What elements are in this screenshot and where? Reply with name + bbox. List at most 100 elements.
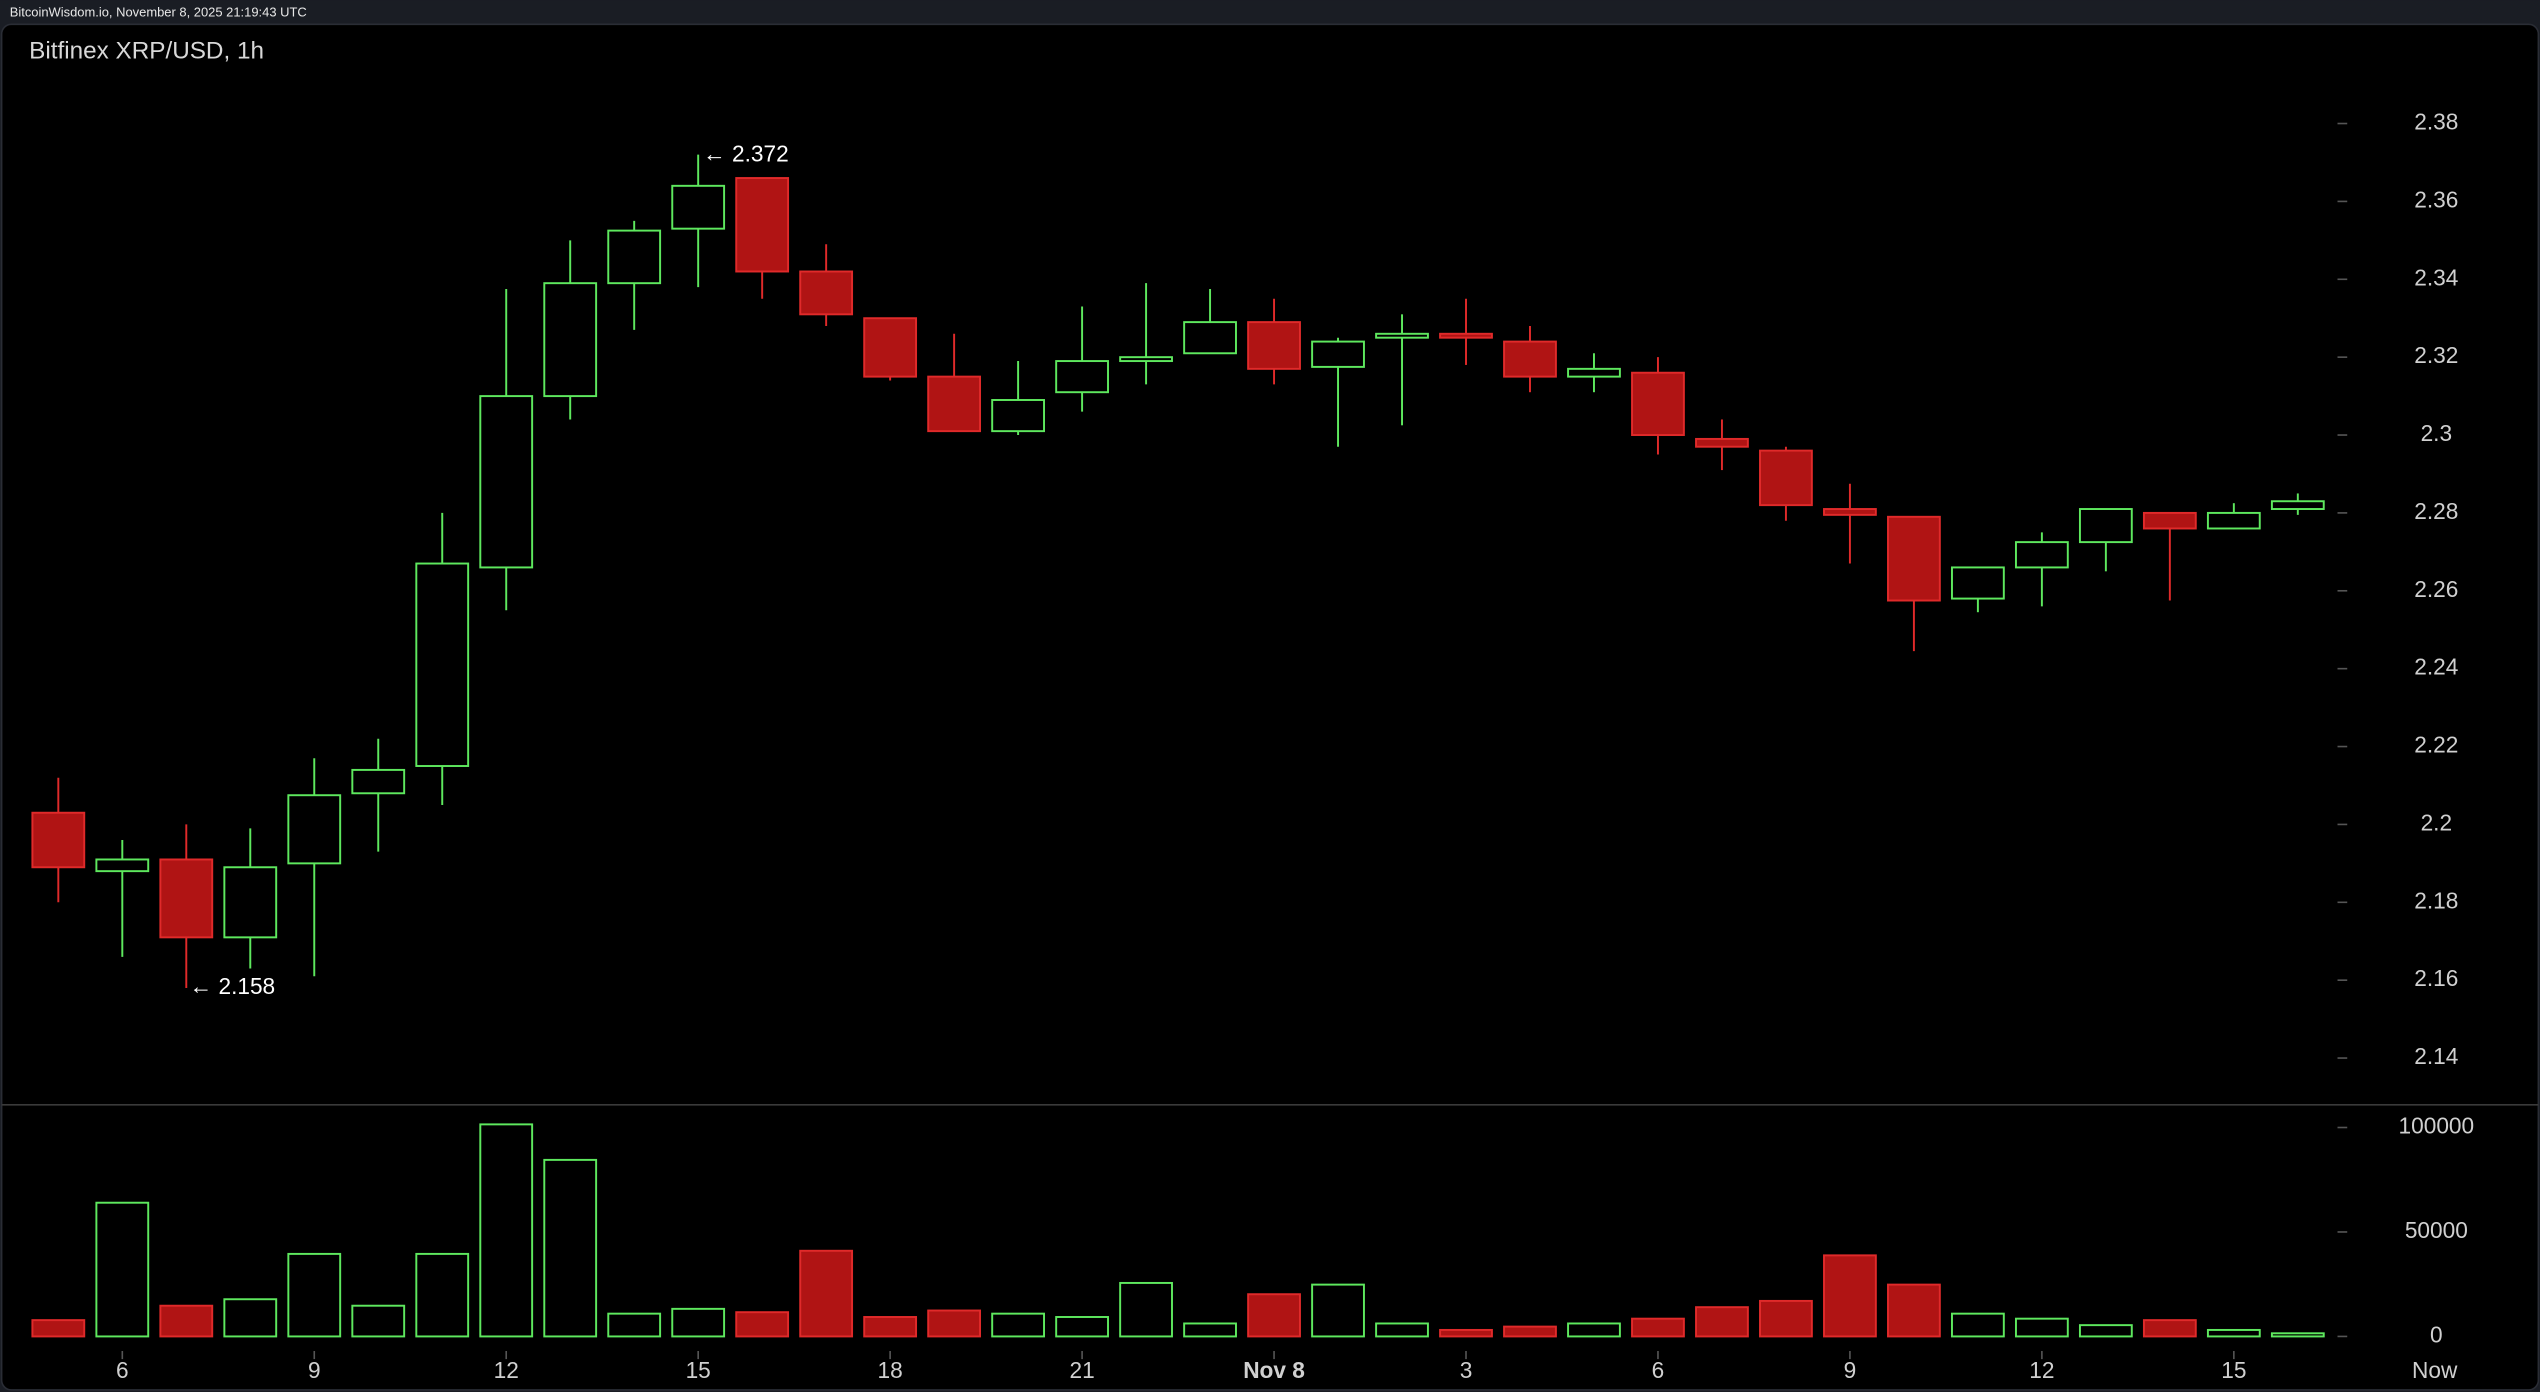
y-tick-label: 2.24 (2414, 654, 2458, 680)
y-tick-label: 2.22 (2414, 732, 2458, 758)
volume-bar (1695, 1306, 1749, 1338)
x-tick-label: 18 (878, 1357, 903, 1383)
candle-body (1631, 371, 1685, 437)
candle-body (31, 811, 86, 869)
candle-body (2206, 511, 2261, 530)
candle-body (2078, 508, 2133, 544)
candle-body (927, 375, 982, 433)
volume-bar (543, 1158, 598, 1338)
candle-body (1823, 508, 1877, 516)
volume-tick-label: 0 (2430, 1321, 2443, 1347)
volume-bar (1183, 1322, 1237, 1338)
volume-bar (2206, 1328, 2261, 1338)
volume-bar (95, 1201, 150, 1338)
x-tick-label: 3 (1460, 1357, 1473, 1383)
volume-bar (223, 1298, 278, 1338)
volume-tick-label: 50000 (2405, 1217, 2468, 1243)
candle-body (863, 317, 918, 378)
candle-body (1311, 340, 1365, 368)
candle-body (1119, 356, 1173, 363)
x-tick-label: 15 (686, 1357, 711, 1383)
candle-body (2014, 541, 2069, 569)
y-tick-label: 2.26 (2414, 576, 2458, 602)
x-tick-label: 12 (2029, 1357, 2054, 1383)
y-tick-label: 2.18 (2414, 887, 2458, 913)
y-tick-label: 2.2 (2421, 809, 2453, 835)
volume-bar (287, 1252, 342, 1338)
volume-bar (1823, 1254, 1877, 1338)
volume-bar (351, 1304, 406, 1338)
candle-body (2270, 500, 2325, 510)
x-tick-label: 9 (308, 1357, 321, 1383)
y-tick-label: 2.32 (2414, 342, 2458, 368)
x-tick-label: Nov 8 (1243, 1357, 1305, 1383)
candle-body (95, 858, 150, 873)
candle-body (543, 282, 598, 398)
candle-body (1887, 515, 1941, 602)
volume-bar (479, 1123, 534, 1338)
volume-bar (1631, 1317, 1685, 1338)
volume-bar (927, 1309, 982, 1338)
volume-bar (1503, 1325, 1557, 1338)
y-tick-label: 2.34 (2414, 264, 2458, 290)
candle-body (223, 866, 278, 939)
volume-bar (1567, 1322, 1621, 1338)
volume-bar (991, 1312, 1045, 1338)
volume-bar (671, 1307, 726, 1338)
candle-body (479, 395, 534, 569)
candle-body (2142, 511, 2197, 530)
volume-bar (159, 1304, 214, 1338)
x-tick-label: 6 (116, 1357, 129, 1383)
now-label: Now (2412, 1357, 2458, 1383)
x-tick-label: 9 (1844, 1357, 1857, 1383)
candle-body (1695, 437, 1749, 448)
candle-body (1439, 332, 1493, 339)
volume-bar (2270, 1332, 2325, 1338)
candle-body (991, 399, 1045, 433)
volume-bar (1311, 1283, 1365, 1338)
candle-body (1567, 367, 1621, 378)
candle-body (1375, 332, 1429, 339)
volume-bar (1055, 1316, 1109, 1338)
x-tick-label: 6 (1652, 1357, 1665, 1383)
volume-bar (1119, 1281, 1173, 1338)
volume-bar (1439, 1328, 1493, 1338)
volume-bar (1887, 1283, 1941, 1338)
candle-body (1247, 321, 1301, 370)
candle-body (1951, 566, 2005, 600)
volume-bar (31, 1319, 86, 1338)
header-text: BitcoinWisdom.io, November 8, 2025 21:19… (10, 4, 307, 19)
y-tick-label: 2.14 (2414, 1043, 2458, 1069)
volume-tick-label: 100000 (2399, 1112, 2475, 1138)
candle-body (607, 229, 662, 285)
candle-body (159, 858, 214, 939)
volume-bar (415, 1252, 470, 1338)
volume-bar (2142, 1319, 2197, 1338)
volume-bar (1375, 1322, 1429, 1338)
y-tick-label: 2.38 (2414, 109, 2458, 135)
candle-body (1055, 360, 1109, 394)
chart-title: Bitfinex XRP/USD, 1h (29, 37, 264, 64)
candle-body (735, 177, 790, 273)
candle-body (287, 794, 342, 865)
x-tick-label: 21 (1069, 1357, 1094, 1383)
y-tick-label: 2.28 (2414, 498, 2458, 524)
annotation: ← 2.158 (190, 973, 276, 999)
volume-bar (735, 1311, 790, 1338)
volume-bar (863, 1316, 918, 1338)
chart-panel (0, 23, 2540, 1391)
y-tick-label: 2.16 (2414, 965, 2458, 991)
x-tick-label: 15 (2221, 1357, 2246, 1383)
volume-bar (607, 1312, 662, 1338)
y-tick-label: 2.36 (2414, 186, 2458, 212)
candle-body (671, 184, 726, 230)
candle-body (415, 562, 470, 767)
annotation: ← 2.372 (703, 141, 789, 167)
candle-body (351, 768, 406, 795)
volume-bar (2078, 1324, 2133, 1338)
candle-body (799, 270, 854, 316)
candle-body (1503, 340, 1557, 378)
candle-body (1759, 449, 1813, 507)
